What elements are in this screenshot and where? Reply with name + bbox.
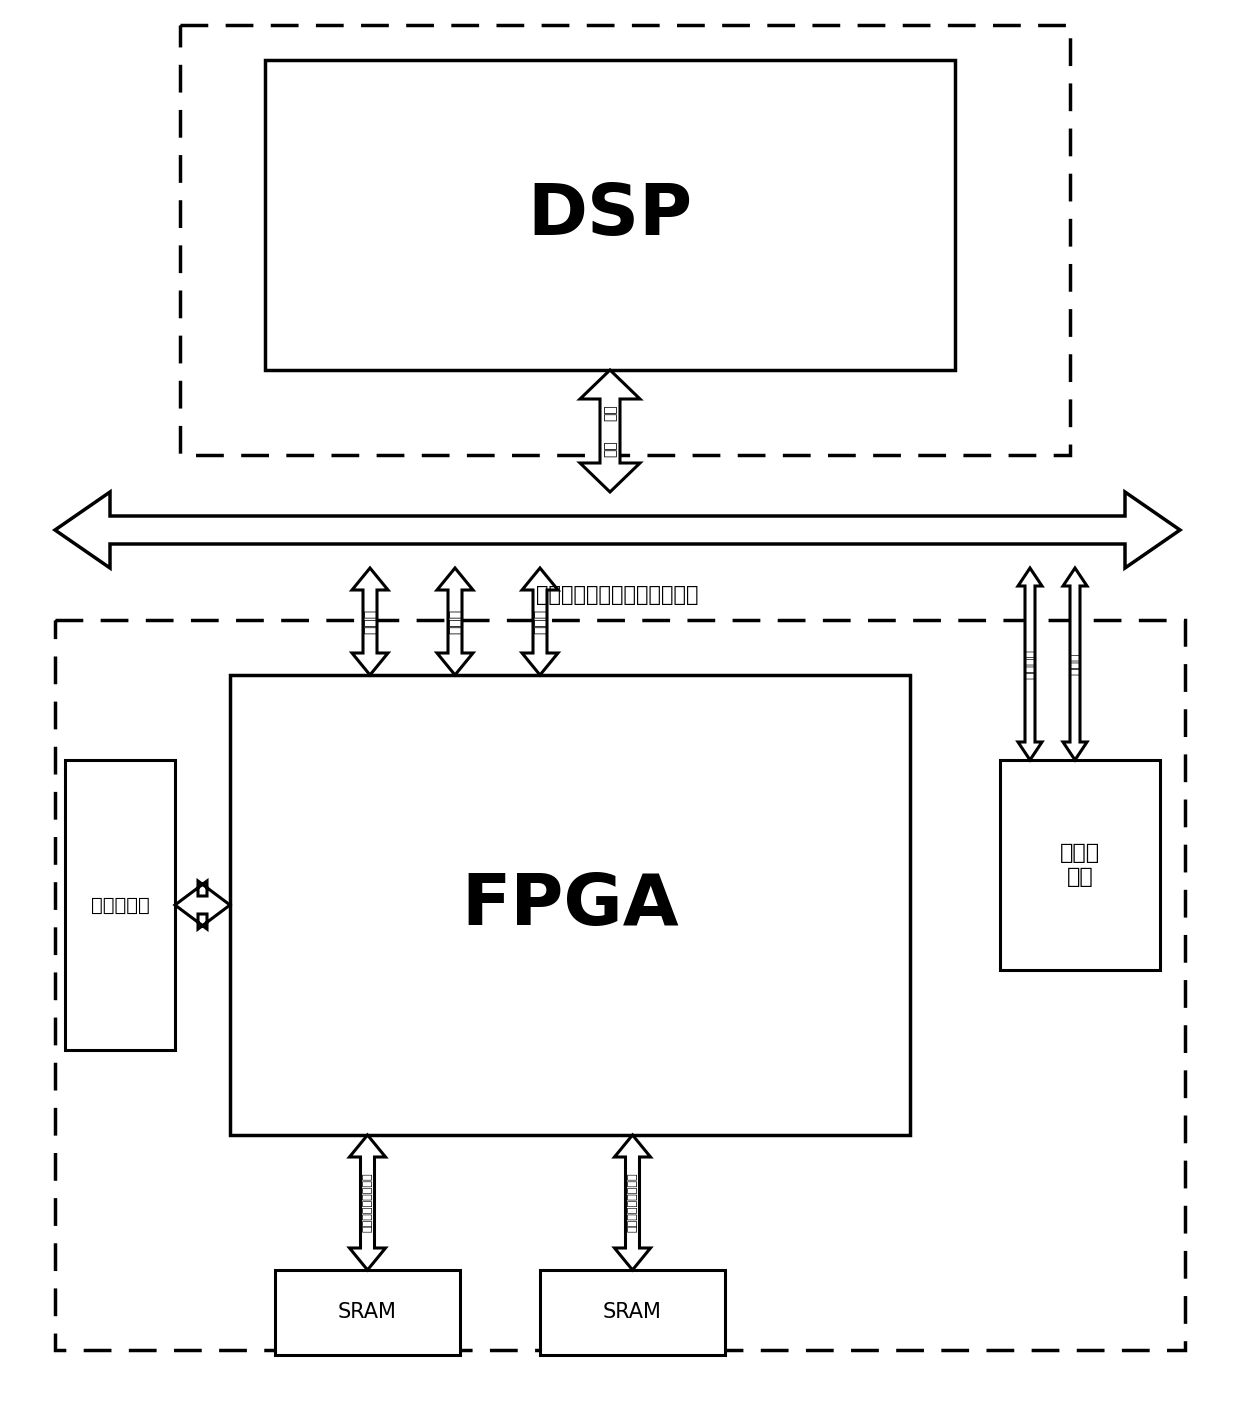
Bar bbox=[180, 26, 1070, 454]
Bar bbox=[265, 60, 955, 371]
Text: DSP: DSP bbox=[527, 180, 693, 250]
Polygon shape bbox=[615, 1135, 651, 1269]
Polygon shape bbox=[175, 880, 229, 929]
Text: 数据、地址和控制线: 数据、地址和控制线 bbox=[362, 1173, 372, 1233]
Bar bbox=[539, 1269, 725, 1355]
Text: 数据总线、地址总线、控制线: 数据总线、地址总线、控制线 bbox=[536, 585, 699, 605]
Text: SRAM: SRAM bbox=[603, 1302, 662, 1322]
Text: FPGA: FPGA bbox=[461, 870, 678, 940]
Polygon shape bbox=[1018, 568, 1042, 760]
Polygon shape bbox=[350, 1135, 386, 1269]
Polygon shape bbox=[522, 568, 558, 674]
Polygon shape bbox=[352, 568, 388, 674]
Text: 数据线: 数据线 bbox=[363, 609, 377, 635]
Text: 数据、地址和控制线: 数据、地址和控制线 bbox=[627, 1173, 637, 1233]
Polygon shape bbox=[1063, 568, 1087, 760]
Text: SRAM: SRAM bbox=[339, 1302, 397, 1322]
Bar bbox=[55, 621, 1185, 1350]
Text: 总线: 总线 bbox=[603, 405, 618, 422]
Text: 控制线: 控制线 bbox=[1069, 653, 1081, 676]
Polygon shape bbox=[436, 568, 472, 674]
Bar bbox=[275, 1269, 460, 1355]
Text: 总线: 总线 bbox=[603, 440, 618, 457]
Polygon shape bbox=[55, 491, 1180, 568]
Text: 并行数据: 并行数据 bbox=[1023, 649, 1037, 679]
Bar bbox=[999, 760, 1159, 970]
Text: 串转并
模块: 串转并 模块 bbox=[1060, 843, 1100, 886]
Text: 地址线: 地址线 bbox=[448, 609, 463, 635]
Polygon shape bbox=[580, 371, 640, 491]
Text: 预留端子排: 预留端子排 bbox=[91, 896, 149, 914]
Text: 控制线: 控制线 bbox=[533, 609, 547, 635]
Bar bbox=[64, 760, 175, 1049]
Bar bbox=[229, 674, 910, 1135]
